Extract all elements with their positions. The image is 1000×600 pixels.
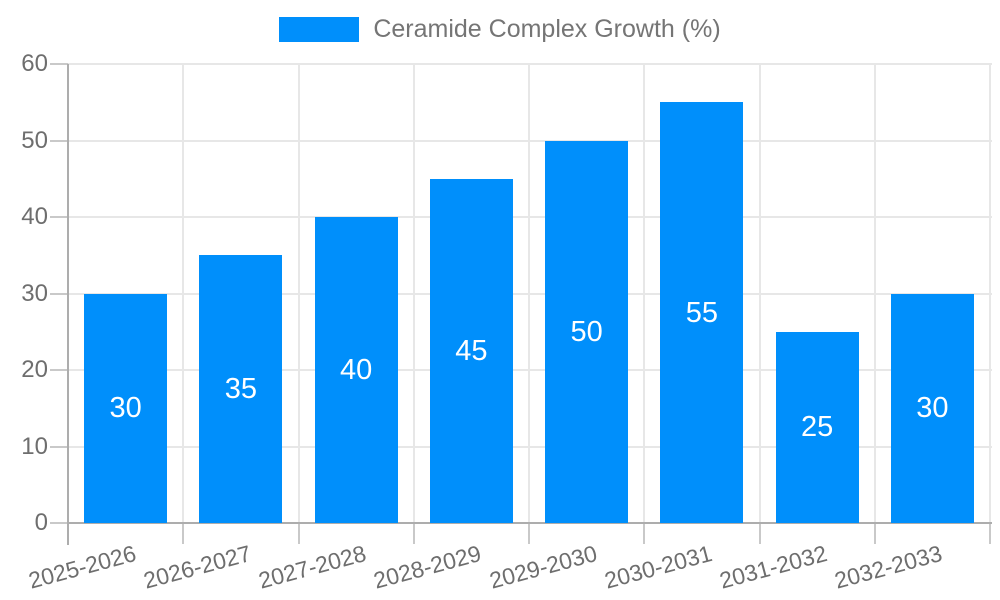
bar-value-label: 50 xyxy=(570,315,603,348)
y-gridline xyxy=(68,139,992,142)
y-gridline xyxy=(68,63,992,65)
y-axis-tick-label: 50 xyxy=(21,126,48,154)
y-axis-line xyxy=(67,64,69,545)
legend-label: Ceramide Complex Growth (%) xyxy=(373,15,721,43)
bar xyxy=(199,255,283,523)
y-gridline xyxy=(68,369,992,371)
bar xyxy=(775,331,859,523)
bar-value-label: 25 xyxy=(800,411,834,444)
y-axis-tick-label: 30 xyxy=(21,279,48,307)
bar-value-label: 45 xyxy=(455,334,488,367)
x-gridline xyxy=(297,64,300,523)
x-axis-tick xyxy=(182,523,185,544)
bar xyxy=(890,293,974,523)
x-axis-tick xyxy=(297,523,300,544)
x-axis-tick xyxy=(528,523,530,544)
x-axis-line xyxy=(67,522,992,524)
bar-value-label: 30 xyxy=(109,392,142,425)
y-gridline xyxy=(68,292,992,295)
bar xyxy=(545,140,629,523)
y-axis-tick xyxy=(50,445,68,448)
x-gridline xyxy=(873,64,876,523)
y-axis-tick-label: 40 xyxy=(21,203,48,230)
legend[interactable]: Ceramide Complex Growth (%) xyxy=(0,15,1000,44)
x-gridline xyxy=(412,64,415,523)
bar-value-label: 35 xyxy=(224,373,257,406)
x-axis-tick xyxy=(873,523,876,544)
y-axis-tick xyxy=(50,139,68,142)
y-axis-tick xyxy=(50,216,68,218)
y-axis-tick-label: 10 xyxy=(21,432,48,460)
y-axis-tick-label: 60 xyxy=(21,50,48,77)
legend-swatch-icon xyxy=(279,17,360,43)
y-axis-tick xyxy=(50,522,68,524)
y-axis-tick-label: 20 xyxy=(21,356,48,383)
y-axis-tick xyxy=(50,292,68,295)
y-axis-tick xyxy=(50,63,68,65)
x-axis-tick xyxy=(643,523,646,544)
y-gridline xyxy=(68,216,992,218)
x-axis-tick xyxy=(989,523,991,544)
x-gridline xyxy=(528,64,530,523)
bar xyxy=(429,178,513,523)
bar-value-label: 30 xyxy=(916,392,949,425)
x-gridline xyxy=(643,64,646,523)
x-axis-tick xyxy=(758,523,761,544)
bar xyxy=(84,293,168,523)
x-gridline xyxy=(989,64,991,523)
y-gridline xyxy=(68,445,992,448)
y-axis-tick-label: 0 xyxy=(34,509,48,536)
x-axis-tick xyxy=(412,523,415,544)
x-gridline xyxy=(758,64,761,523)
bar xyxy=(660,102,744,523)
bar-value-label: 40 xyxy=(339,354,373,386)
x-gridline xyxy=(182,64,185,523)
bar xyxy=(314,217,398,523)
bar-value-label: 55 xyxy=(685,296,718,329)
y-axis-tick xyxy=(50,369,68,371)
